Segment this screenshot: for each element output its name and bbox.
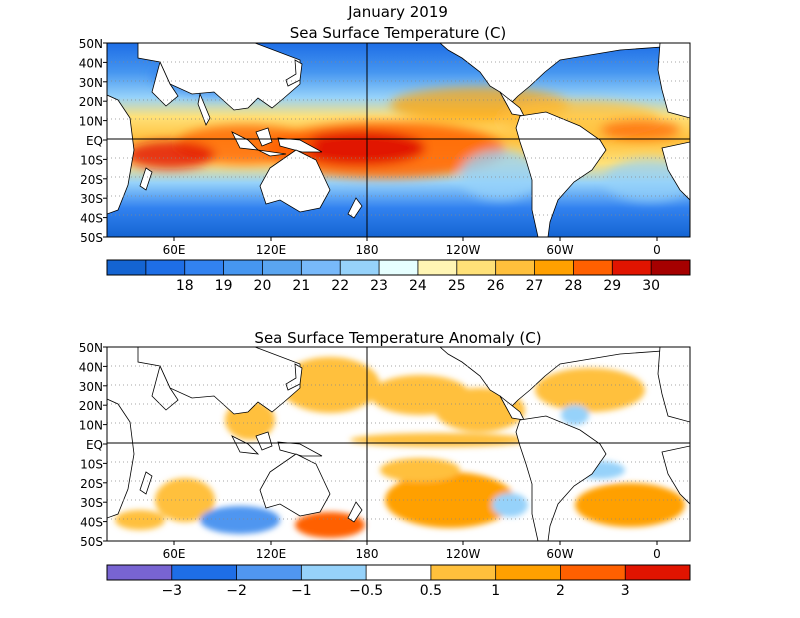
lon-tick-label: 120E — [256, 243, 287, 257]
colorbar-label: 29 — [603, 278, 621, 294]
colorbar-label: 3 — [621, 583, 630, 599]
colorbar-swatch — [301, 565, 367, 580]
colorbar-swatch — [379, 260, 418, 275]
colorbar-label: 1 — [491, 583, 500, 599]
lat-tick-label: 50N — [79, 37, 103, 51]
sst-colorbar: 18 19 20 21 22 23 24 25 26 27 28 29 30 — [106, 259, 691, 294]
land — [107, 347, 690, 541]
colorbar-swatch — [625, 565, 690, 580]
sst-map — [107, 43, 690, 237]
sst-lat-axis: 50N 40N 30N 20N 10N EQ 10S 20S 30S 40S 50S — [79, 37, 107, 245]
lat-tick-label: 10S — [80, 457, 103, 471]
colorbar-label: 18 — [176, 278, 194, 294]
sst-lon-axis: 60E 120E 180 120W 60W 0 — [163, 237, 661, 257]
colorbar-swatch — [171, 565, 237, 580]
colorbar-swatch — [417, 260, 457, 275]
colorbar-label: 26 — [487, 278, 505, 294]
lat-tick-label: EQ — [86, 134, 103, 148]
lat-tick-label: 10N — [79, 419, 103, 433]
colorbar-swatch — [612, 260, 652, 275]
colorbar-swatch — [223, 260, 263, 275]
colorbar-label: −1 — [291, 583, 312, 599]
colorbar-swatch — [145, 260, 185, 275]
lat-tick-label: 20S — [80, 477, 103, 491]
colorbar-swatch — [456, 260, 496, 275]
colorbar-swatch — [340, 260, 380, 275]
lon-tick-label: 0 — [653, 243, 661, 257]
lat-tick-label: 20N — [79, 399, 103, 413]
lat-tick-label: EQ — [86, 438, 103, 452]
colorbar-label: 2 — [556, 583, 565, 599]
colorbar-swatch — [651, 260, 690, 275]
lat-tick-label: 30N — [79, 76, 103, 90]
lat-tick-label: 40S — [80, 516, 103, 530]
anomaly-map — [107, 347, 690, 541]
lat-tick-label: 50N — [79, 341, 103, 355]
colorbar-label: 28 — [564, 278, 582, 294]
anomaly-lat-axis: 50N 40N 30N 20N 10N EQ 10S 20S 30S 40S 50S — [79, 341, 107, 549]
lon-tick-label: 120E — [256, 547, 287, 561]
colorbar-label: 20 — [254, 278, 272, 294]
lat-tick-label: 40N — [79, 56, 103, 70]
anomaly-lon-axis: 60E 120E 180 120W 60W 0 — [163, 541, 661, 561]
lat-tick-label: 20S — [80, 173, 103, 187]
colorbar-label: −2 — [226, 583, 247, 599]
colorbar-swatch — [107, 565, 172, 580]
anomaly-colorbar: −3 −2 −1 −0.5 0.5 1 2 3 — [106, 564, 691, 599]
lat-tick-label: 10N — [79, 115, 103, 129]
colorbar-swatch — [184, 260, 224, 275]
lat-tick-label: 20N — [79, 95, 103, 109]
colorbar-swatch — [301, 260, 341, 275]
colorbar-label: 30 — [642, 278, 660, 294]
colorbar-label: 27 — [526, 278, 544, 294]
colorbar-label: 21 — [292, 278, 310, 294]
lat-tick-label: 40N — [79, 360, 103, 374]
lon-tick-label: 60W — [546, 547, 573, 561]
colorbar-swatch — [560, 565, 626, 580]
lat-tick-label: 50S — [80, 231, 103, 245]
colorbar-swatch — [430, 565, 496, 580]
figure-title: January 2019 — [347, 3, 448, 21]
lon-tick-label: 120W — [446, 243, 481, 257]
lon-tick-label: 60E — [163, 243, 186, 257]
colorbar-label: 0.5 — [420, 583, 442, 599]
colorbar-swatch — [495, 260, 535, 275]
colorbar-label: 19 — [215, 278, 233, 294]
anomaly-panel-title: Sea Surface Temperature Anomaly (C) — [254, 329, 541, 347]
colorbar-label: 25 — [448, 278, 466, 294]
sst-panel-title: Sea Surface Temperature (C) — [290, 24, 507, 42]
colorbar-swatch — [262, 260, 302, 275]
colorbar-label: 24 — [409, 278, 427, 294]
lon-tick-label: 60W — [546, 243, 573, 257]
lon-tick-label: 180 — [356, 547, 379, 561]
colorbar-swatch — [107, 260, 146, 275]
lon-tick-label: 0 — [653, 547, 661, 561]
colorbar-label: 23 — [370, 278, 388, 294]
colorbar-swatch — [573, 260, 613, 275]
lat-tick-label: 40S — [80, 212, 103, 226]
colorbar-swatch — [534, 260, 574, 275]
colorbar-swatch — [366, 565, 431, 580]
lat-tick-label: 50S — [80, 535, 103, 549]
colorbar-label: −3 — [161, 583, 182, 599]
lat-tick-label: 10S — [80, 153, 103, 167]
lon-tick-label: 60E — [163, 547, 186, 561]
lat-tick-label: 30S — [80, 496, 103, 510]
lat-tick-label: 30S — [80, 192, 103, 206]
lon-tick-label: 180 — [356, 243, 379, 257]
colorbar-label: −0.5 — [349, 583, 383, 599]
lon-tick-label: 120W — [446, 547, 481, 561]
lat-tick-label: 30N — [79, 380, 103, 394]
colorbar-swatch — [236, 565, 302, 580]
colorbar-swatch — [495, 565, 561, 580]
colorbar-label: 22 — [331, 278, 349, 294]
land — [107, 43, 690, 237]
